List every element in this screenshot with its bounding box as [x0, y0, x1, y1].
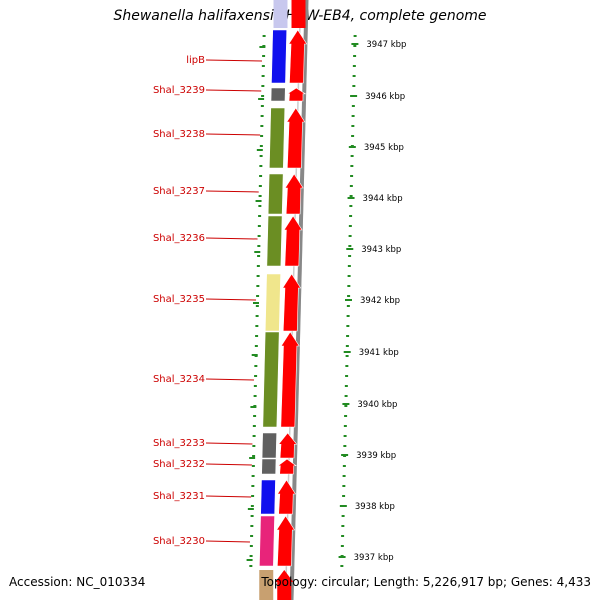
gene-arrow: [276, 515, 296, 567]
kbp-tick-label: 3942 kbp: [360, 296, 400, 306]
gene-arrow: [286, 87, 307, 102]
label-leader-line: [205, 133, 261, 136]
cog-block: [261, 432, 277, 459]
genome-summary-text: Topology: circular; Length: 5,226,917 bp…: [261, 575, 591, 589]
gene-arrow: [275, 570, 294, 600]
gene-arrow: [282, 273, 302, 332]
gene-arrow: [284, 173, 304, 215]
kbp-tick-label: 3938 kbp: [355, 502, 395, 512]
gene-arrow-track: [275, 0, 308, 600]
tick-track: 3947 kbp 3946 kbp 3945 kbp 3944 kbp 3943 kbp…: [246, 35, 406, 567]
gene-arrow: [278, 432, 298, 459]
gene-label: Shal_3234: [153, 374, 205, 385]
label-leader-line: [205, 298, 257, 301]
gene-label: Shal_3236: [153, 233, 205, 244]
backbone-line: [289, 0, 309, 600]
gene-arrow: [277, 458, 297, 475]
kbp-tick-label: 3940 kbp: [357, 400, 397, 410]
gene-arrow: [288, 29, 308, 84]
cog-block: [271, 29, 288, 84]
accession-text: Accession: NC_010334: [9, 575, 146, 589]
gene-label: Shal_3238: [153, 129, 205, 140]
cog-block: [259, 570, 274, 600]
cog-block: [267, 173, 284, 215]
label-leader-line: [205, 442, 253, 445]
kbp-tick-label: 3945 kbp: [364, 143, 404, 153]
gene-label: Shal_3235: [153, 294, 205, 305]
gene-label: lipB: [186, 55, 205, 66]
label-leader-line: [205, 378, 255, 381]
label-leader-line: [205, 59, 263, 62]
gene-label: Shal_3232: [153, 459, 205, 470]
gene-label: Shal_3239: [153, 85, 205, 96]
kbp-tick-label: 3943 kbp: [361, 245, 401, 255]
gene-labels: lipB Shal_3239 Shal_3238 Shal_3237 Shal_3236…: [153, 55, 263, 547]
gene-arrow: [283, 215, 303, 267]
label-leader-line: [205, 495, 252, 498]
gene-label: Shal_3230: [153, 536, 205, 547]
cog-block: [270, 87, 286, 102]
cog-block: [268, 107, 286, 169]
kbp-tick-label: 3947 kbp: [366, 40, 406, 50]
kbp-tick-label: 3937 kbp: [354, 553, 394, 563]
gene-arrow: [286, 107, 306, 169]
cog-block: [262, 331, 280, 428]
cog-block: [261, 458, 277, 475]
cog-block: [260, 479, 276, 515]
cog-block: [259, 515, 275, 567]
label-leader-line: [205, 237, 258, 240]
cog-block: [266, 215, 283, 267]
label-leader-line: [205, 89, 262, 92]
kbp-tick-label: 3946 kbp: [365, 92, 405, 102]
kbp-tick-label: 3941 kbp: [359, 348, 399, 358]
label-leader-line: [205, 190, 259, 193]
label-leader-line: [205, 540, 250, 543]
gene-arrow: [291, 0, 306, 28]
gene-arrow: [280, 331, 300, 428]
gene-label: Shal_3231: [153, 491, 205, 502]
cog-track: [259, 0, 288, 600]
kbp-tick-label: 3939 kbp: [356, 451, 396, 461]
gene-label: Shal_3233: [153, 438, 205, 449]
label-leader-line: [205, 463, 252, 466]
cog-block: [264, 273, 281, 332]
gene-label: Shal_3237: [153, 186, 205, 197]
cog-block: [273, 0, 288, 28]
gene-arrow: [276, 479, 297, 515]
kbp-tick-label: 3944 kbp: [363, 194, 403, 204]
